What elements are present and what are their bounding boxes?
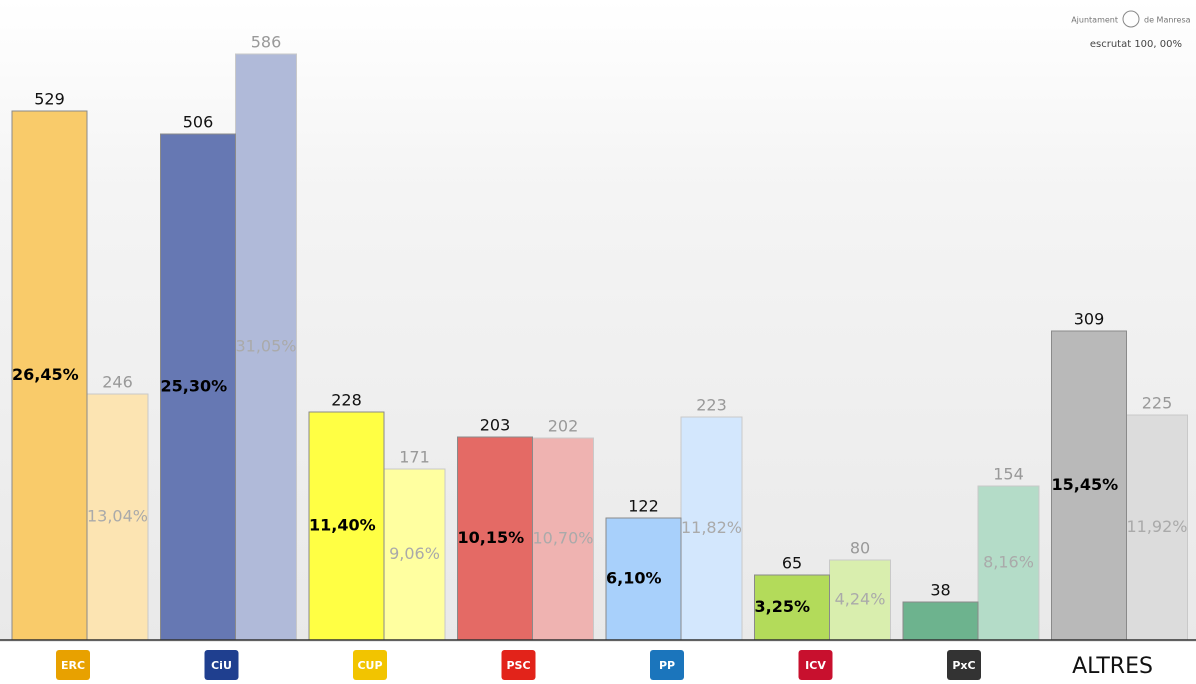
value-label: 228 bbox=[331, 391, 362, 410]
share-label: 10,70% bbox=[532, 529, 593, 548]
value-label: 586 bbox=[251, 33, 282, 52]
share-label: 11,40% bbox=[309, 516, 376, 535]
share-label: 13,04% bbox=[87, 507, 148, 526]
value-label: 171 bbox=[399, 448, 430, 467]
value-label: 202 bbox=[548, 417, 579, 436]
share-label: 15,45% bbox=[1052, 475, 1119, 494]
share-label: 26,45% bbox=[12, 365, 79, 384]
count-status: escrutat 100, 00% bbox=[1090, 39, 1182, 50]
category-label: ERC bbox=[61, 659, 85, 672]
value-label: 246 bbox=[102, 373, 133, 392]
category-label: PxC bbox=[952, 659, 975, 672]
share-label: 6,10% bbox=[606, 569, 662, 588]
institution: Ajuntament bbox=[1071, 16, 1118, 25]
share-label: 8,16% bbox=[983, 553, 1034, 572]
category-label: ICV bbox=[805, 659, 826, 672]
value-label: 154 bbox=[993, 465, 1024, 484]
value-label: 122 bbox=[628, 497, 659, 516]
share-label: 9,06% bbox=[389, 544, 440, 563]
category-label: ALTRES bbox=[1072, 654, 1153, 679]
category-label: CiU bbox=[211, 659, 232, 672]
value-label: 309 bbox=[1074, 310, 1105, 329]
value-label: 65 bbox=[782, 554, 802, 573]
share-label: 3,25% bbox=[755, 597, 811, 616]
share-label: 31,05% bbox=[235, 337, 296, 356]
value-label: 80 bbox=[850, 539, 870, 558]
category-label: CUP bbox=[357, 659, 382, 672]
value-label: 203 bbox=[480, 416, 511, 435]
share-label: 4,24% bbox=[835, 590, 886, 609]
value-label: 506 bbox=[183, 113, 214, 132]
value-label: 529 bbox=[34, 90, 65, 109]
category-label: PP bbox=[659, 659, 675, 672]
share-label: 10,15% bbox=[458, 528, 525, 547]
share-label: 11,92% bbox=[1126, 517, 1187, 536]
bar bbox=[903, 602, 978, 640]
institution: de Manresa bbox=[1144, 16, 1191, 25]
value-label: 223 bbox=[696, 396, 727, 415]
share-label: 25,30% bbox=[161, 377, 228, 396]
value-label: 38 bbox=[930, 581, 950, 600]
share-label: 11,82% bbox=[681, 518, 742, 537]
value-label: 225 bbox=[1142, 394, 1173, 413]
category-label: PSC bbox=[506, 659, 530, 672]
logo-strip bbox=[0, 642, 1196, 684]
chart: Ajuntament de Manresa escrutat 100, 00% … bbox=[0, 0, 1196, 684]
